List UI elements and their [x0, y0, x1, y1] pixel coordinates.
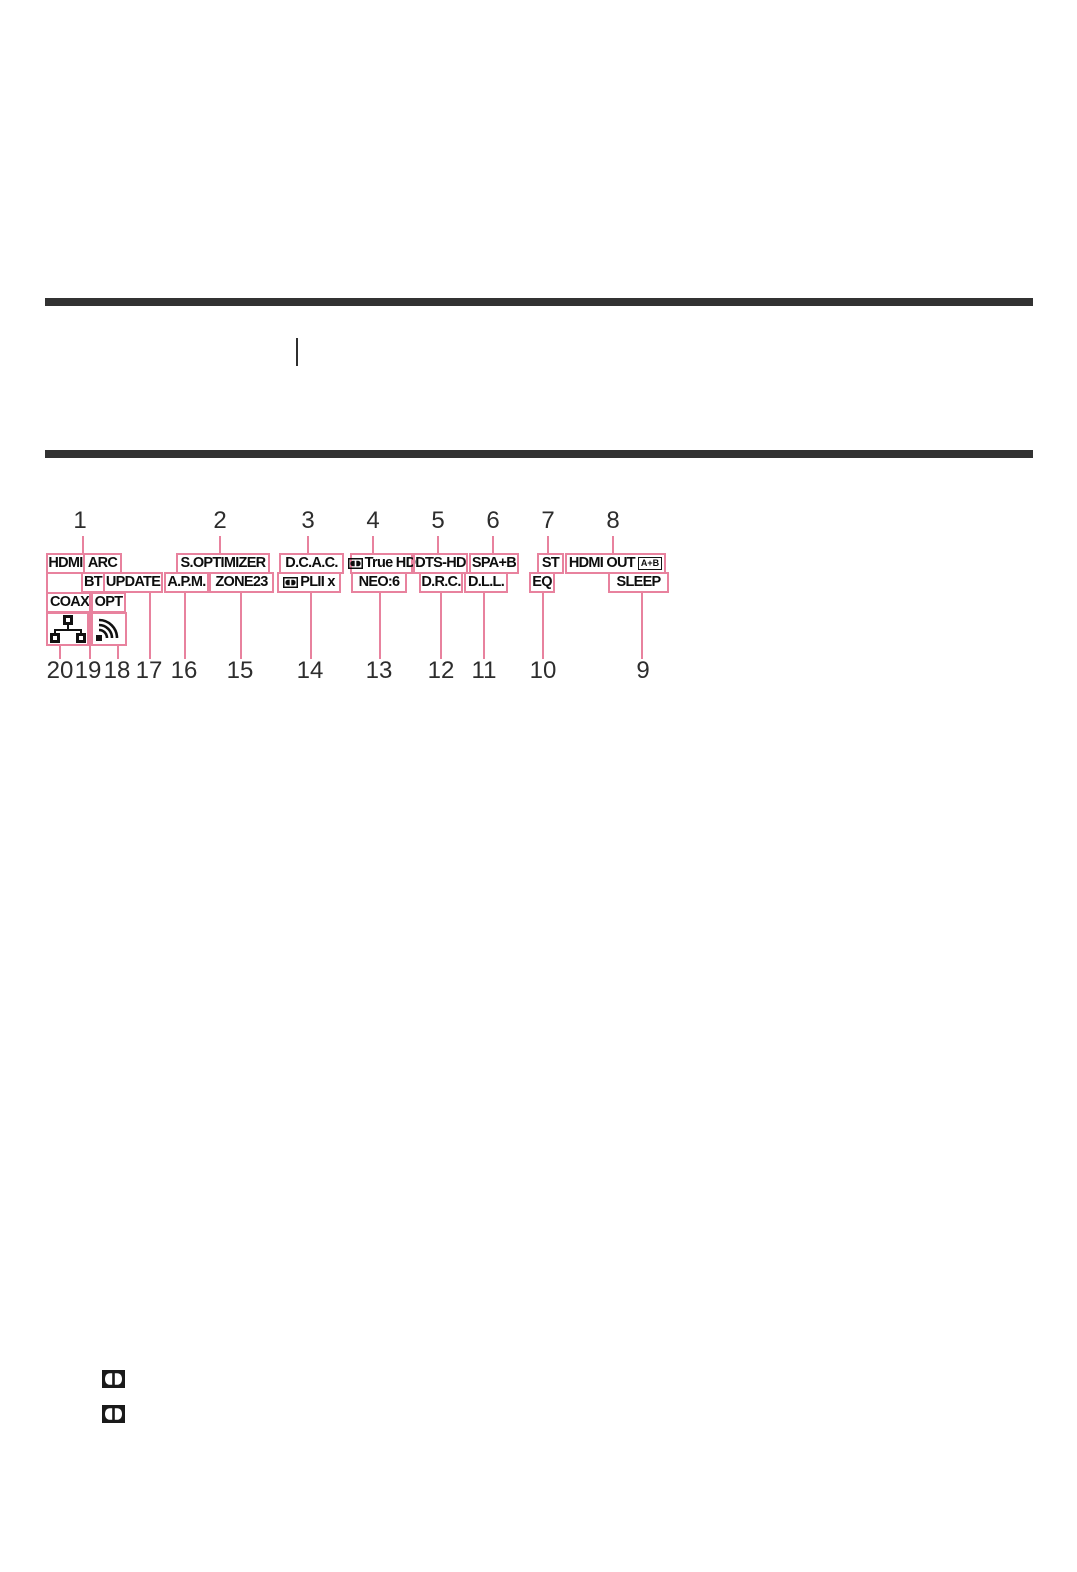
indicator-coax-opt: COAX OPT	[46, 592, 126, 613]
indicator-update: UPDATE	[103, 574, 161, 591]
indicator-arc: ARC	[83, 555, 120, 572]
indicator-bt-update: BT UPDATE	[81, 572, 163, 593]
indicator-dts-hd: DTS-HD	[413, 553, 468, 574]
callout-line-17	[149, 593, 151, 659]
callout-number-19: 19	[74, 657, 102, 684]
callout-number-1: 1	[73, 507, 87, 534]
callout-number-9: 9	[636, 657, 650, 684]
callout-number-12: 12	[427, 657, 455, 684]
callout-line-6	[492, 536, 494, 555]
wireless-lan-indicator-box	[91, 612, 127, 646]
indicator-s-optimizer: S.OPTIMIZER	[176, 553, 270, 574]
indicator-drc: D.R.C.	[419, 572, 463, 593]
callout-number-16: 16	[170, 657, 198, 684]
indicator-eq: EQ	[529, 572, 555, 593]
callout-line-1	[82, 536, 84, 555]
callout-number-11: 11	[471, 657, 497, 684]
callout-number-10: 10	[529, 657, 557, 684]
callout-number-6: 6	[486, 507, 500, 534]
section-divider-top	[45, 298, 1033, 306]
callout-number-15: 15	[226, 657, 254, 684]
callout-line-9	[641, 593, 643, 659]
callout-number-14: 14	[296, 657, 324, 684]
callout-number-5: 5	[431, 507, 445, 534]
callout-number-4: 4	[366, 507, 380, 534]
callout-number-8: 8	[606, 507, 620, 534]
dolby-double-d-icon	[102, 1405, 125, 1423]
indicator-hdmi-out-label: HDMI OUT	[568, 555, 636, 572]
indicator-apm: A.P.M.	[164, 572, 209, 593]
wireless-lan-icon	[96, 618, 119, 641]
indicator-hdmi-out: HDMI OUT A+B	[565, 553, 666, 574]
hdmi-out-ab-badge: A+B	[637, 557, 663, 570]
indicator-opt: OPT	[91, 594, 124, 611]
indicator-zone23: ZONE23	[209, 572, 274, 593]
indicator-st: ST	[537, 553, 564, 574]
callout-line-20	[59, 646, 61, 659]
callout-line-11	[483, 593, 485, 659]
callout-line-19	[89, 593, 91, 659]
indicator-dcac: D.C.A.C.	[279, 553, 344, 574]
callout-line-12	[440, 593, 442, 659]
callout-number-2: 2	[213, 507, 227, 534]
indicator-plii-x-label: PLII x	[300, 574, 335, 591]
callout-line-13	[379, 593, 381, 659]
callout-line-4	[372, 536, 374, 555]
dolby-double-d-icon	[347, 558, 363, 569]
callout-number-20: 20	[46, 657, 74, 684]
callout-line-5	[437, 536, 439, 555]
callout-line-10	[542, 593, 544, 659]
callout-number-3: 3	[301, 507, 315, 534]
indicator-hdmi: HDMI	[48, 555, 83, 572]
indicator-sp-ab: SPA+B	[469, 553, 519, 574]
dolby-double-d-icon	[283, 577, 299, 588]
text-cursor-mark	[296, 338, 298, 366]
callout-line-15	[240, 593, 242, 659]
indicator-dolby-true-hd: True HD	[347, 553, 416, 574]
section-divider-bottom	[45, 450, 1033, 458]
callout-line-3	[307, 536, 309, 555]
callout-number-18: 18	[103, 657, 131, 684]
indicator-hdmi-arc: HDMI ARC	[46, 553, 122, 574]
wired-lan-indicator-box	[46, 612, 89, 646]
callout-number-7: 7	[541, 507, 555, 534]
callout-line-14	[310, 593, 312, 659]
callout-line-8	[612, 536, 614, 555]
indicator-neo6: NEO:6	[351, 572, 407, 593]
group-connector-line	[46, 572, 48, 594]
callout-line-2	[219, 536, 221, 555]
indicator-true-hd-label: True HD	[364, 555, 416, 572]
callout-number-17: 17	[135, 657, 163, 684]
indicator-dll: D.L.L.	[464, 572, 508, 593]
callout-number-13: 13	[365, 657, 393, 684]
callout-line-18	[117, 646, 119, 659]
indicator-coax: COAX	[49, 594, 90, 611]
indicator-bt: BT	[84, 574, 103, 591]
callout-line-7	[547, 536, 549, 555]
indicator-sleep: SLEEP	[608, 572, 669, 593]
wired-lan-icon	[49, 615, 86, 643]
callout-line-16	[184, 593, 186, 659]
dolby-double-d-icon	[102, 1370, 125, 1388]
indicator-dolby-plii-x: PLII x	[277, 572, 341, 593]
